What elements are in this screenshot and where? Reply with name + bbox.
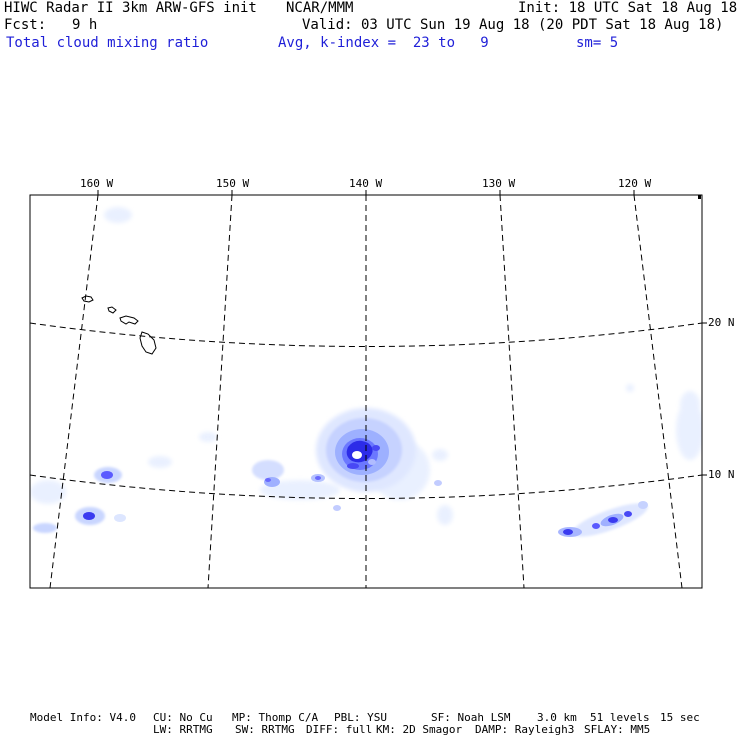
smoothing-value: sm= 5 xyxy=(576,35,619,51)
cloud-west xyxy=(33,467,126,533)
footer-model-info: Model Info: V4.0 xyxy=(30,711,136,724)
footer-microphysics: MP: Thomp C/A xyxy=(232,711,319,724)
lon-label-140w: 140 W xyxy=(349,177,383,190)
lat-label-20n: 20 N xyxy=(708,316,735,329)
lon-label-160w: 160 W xyxy=(80,177,114,190)
oahu-island xyxy=(107,306,117,314)
cloud-field xyxy=(30,207,702,537)
lon-label-150w: 150 W xyxy=(216,177,250,190)
cloud-central xyxy=(252,460,442,511)
footer-resolution: 3.0 km xyxy=(537,711,577,724)
footer-surface-layer: SFLAY: MM5 xyxy=(584,723,651,736)
lat-ticks xyxy=(702,322,707,476)
lon-ticks xyxy=(97,190,635,195)
footer-damping: DAMP: Rayleigh3 xyxy=(475,723,575,736)
hawaii-islands xyxy=(81,295,157,355)
longitude-gridlines xyxy=(49,194,683,589)
meridian-160w xyxy=(49,194,99,589)
init-time: Init: 18 UTC Sat 18 Aug 18 xyxy=(518,0,738,16)
forecast-hour: 9 h xyxy=(72,17,98,33)
footer-longwave: LW: RRTMG xyxy=(153,723,213,736)
maui-island xyxy=(119,315,139,325)
model-title: HIWC Radar II 3km ARW-GFS init xyxy=(4,0,257,16)
meridian-120w xyxy=(633,194,683,589)
footer-pbl: PBL: YSU xyxy=(334,711,387,724)
big-island xyxy=(139,331,157,355)
lon-label-130w: 130 W xyxy=(482,177,516,190)
lon-label-120w: 120 W xyxy=(618,177,652,190)
meridian-150w xyxy=(207,194,233,589)
valid-time: Valid: 03 UTC Sun 19 Aug 18 (20 PDT Sat … xyxy=(302,17,724,33)
org-label: NCAR/MMM xyxy=(286,0,354,16)
frame-corner-marker xyxy=(698,195,701,199)
kauai-island xyxy=(81,295,94,303)
forecast-label: Fcst: xyxy=(4,17,47,33)
meridian-130w xyxy=(499,194,525,589)
field-name: Total cloud mixing ratio xyxy=(6,35,209,51)
cloud-east xyxy=(558,501,648,537)
k-index-range: Avg, k-index = 23 to 9 xyxy=(278,35,489,51)
footer-timestep: 15 sec xyxy=(660,711,700,724)
footer-km: KM: 2D Smagor xyxy=(376,723,463,736)
lat-label-10n: 10 N xyxy=(708,468,735,481)
footer-levels: 51 levels xyxy=(590,711,650,724)
footer-surface: SF: Noah LSM xyxy=(431,711,511,724)
footer-shortwave: SW: RRTMG xyxy=(235,723,295,736)
footer-cumulus: CU: No Cu xyxy=(153,711,213,724)
footer-diffusion: DIFF: full xyxy=(306,723,373,736)
